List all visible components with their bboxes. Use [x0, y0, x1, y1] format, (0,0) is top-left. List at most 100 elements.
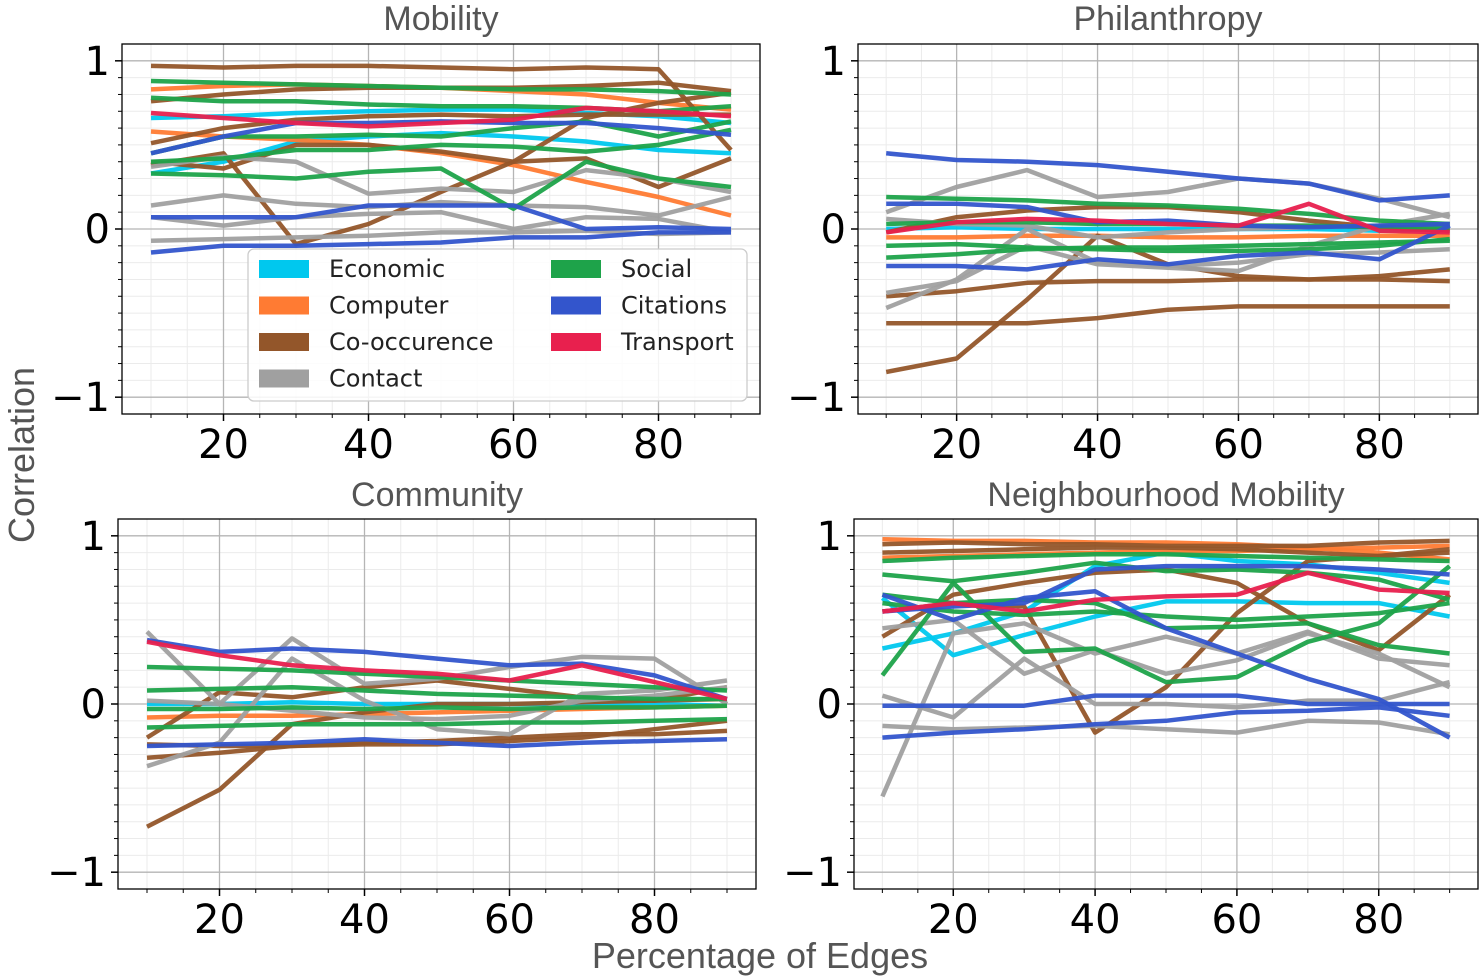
x-axis-label: Percentage of Edges: [592, 935, 928, 976]
series-line-social: [150, 127, 732, 164]
ticks: [115, 60, 732, 421]
legend-swatch-computer: [259, 296, 309, 315]
series-line-citations: [882, 705, 1450, 740]
series-line-transport: [146, 639, 728, 702]
x-tick-label: 40: [1072, 422, 1123, 468]
legend-box: [247, 248, 748, 402]
series-line-social: [147, 703, 728, 712]
x-tick-label: 20: [198, 422, 249, 468]
series-line-contact: [150, 209, 732, 235]
series-line-contact: [880, 621, 1450, 798]
subplot-title: Mobility: [383, 0, 498, 38]
legend-swatch-economic: [259, 260, 309, 278]
series-lines: [885, 151, 1451, 375]
ticks: [111, 535, 728, 896]
series-line-computer: [886, 233, 1450, 240]
series-line-contact: [150, 193, 732, 218]
series-line-co-occurence: [882, 545, 1450, 559]
series-line-citations: [151, 203, 732, 232]
series-lines: [150, 63, 733, 255]
series-line-co-occurence: [150, 112, 731, 146]
legend-label: Citations: [621, 292, 727, 320]
legend-swatch-social: [551, 260, 601, 278]
y-tick-label: −1: [51, 375, 110, 421]
x-tick-label: 60: [484, 897, 535, 943]
y-tick-label: −1: [787, 375, 846, 421]
y-tick-label: 1: [817, 514, 842, 560]
series-line-citations: [886, 223, 1451, 272]
y-tick-label: 0: [81, 682, 106, 728]
legend-swatch-transport: [551, 333, 601, 351]
series-line-transport: [885, 201, 1450, 235]
x-tick-label: 60: [1211, 897, 1262, 943]
series-line-social: [150, 119, 732, 156]
subplot-title: Community: [351, 476, 523, 514]
series-line-transport: [150, 105, 732, 129]
legend-swatch-contact: [259, 369, 309, 388]
series-line-contact: [881, 656, 1451, 720]
y-tick-label: 0: [817, 682, 842, 728]
series-line-social: [146, 716, 728, 730]
x-tick-label: 40: [343, 422, 394, 468]
y-axis-label: Correlation: [1, 367, 42, 543]
x-tick-label: 40: [339, 897, 390, 943]
series-line-citations: [886, 201, 1450, 230]
legend-label: Co-occurence: [329, 328, 494, 356]
series-lines: [145, 630, 729, 829]
series-line-co-occurence: [886, 304, 1450, 326]
series-line-transport: [882, 570, 1450, 614]
series-line-social: [146, 664, 728, 693]
y-tick-label: 0: [821, 207, 846, 253]
ticks: [851, 60, 1451, 421]
x-tick-label: 20: [194, 897, 245, 943]
x-tick-label: 80: [1353, 897, 1404, 943]
series-line-co-occurence: [150, 63, 733, 152]
series-line-contact: [882, 617, 1451, 690]
series-line-citations: [146, 637, 728, 702]
series-lines: [880, 536, 1452, 798]
subplot-title: Philanthropy: [1073, 0, 1262, 38]
legend-swatch-citations: [551, 296, 601, 315]
legend-swatch-co-occurence: [259, 333, 309, 351]
x-tick-label: 60: [488, 422, 539, 468]
series-line-social: [882, 560, 1451, 602]
series-line-citations: [146, 737, 728, 749]
series-line-social: [886, 236, 1451, 254]
series-line-contact: [150, 154, 732, 196]
subplot-4: 20 40 60 80 −1 0 1 Neighbourhood Mobility: [783, 476, 1479, 943]
series-line-citations: [885, 151, 1450, 203]
x-tick-label: 40: [1070, 897, 1121, 943]
ticks: [847, 535, 1451, 896]
series-line-co-occurence: [886, 277, 1450, 299]
y-tick-label: −1: [783, 850, 842, 896]
legend: Economic Social Computer Citations Co-occure…: [247, 248, 748, 402]
y-tick-label: 1: [821, 39, 846, 85]
x-tick-label: 20: [931, 422, 982, 468]
subplot-3: 20 40 60 80 −1 0 1 Community: [47, 476, 757, 943]
series-line-citations: [881, 589, 1451, 740]
subplot-title: Neighbourhood Mobility: [987, 476, 1344, 514]
series-line-social: [150, 78, 732, 97]
panels: 20 40 60 80 −1 0 1 Mobility 20 40 60 80 −1 0 1 Philanth…: [47, 0, 1479, 943]
legend-label: Economic: [329, 255, 445, 283]
legend-label: Transport: [620, 328, 734, 356]
legend-label: Social: [621, 255, 692, 283]
y-tick-label: 0: [85, 207, 110, 253]
y-tick-label: −1: [47, 850, 106, 896]
series-line-social: [886, 194, 1450, 227]
x-tick-label: 20: [928, 897, 979, 943]
x-tick-label: 80: [633, 422, 684, 468]
x-tick-label: 80: [629, 897, 680, 943]
legend-label: Contact: [329, 365, 422, 393]
series-line-economic: [880, 596, 1451, 658]
y-tick-label: 1: [85, 39, 110, 85]
series-line-citations: [882, 693, 1450, 708]
series-line-social: [146, 684, 727, 702]
series-line-social: [150, 159, 732, 212]
y-tick-label: 1: [81, 514, 106, 560]
series-line-citations: [150, 230, 731, 255]
legend-label: Computer: [329, 292, 448, 320]
x-tick-label: 80: [1354, 422, 1405, 468]
series-line-social: [882, 552, 1450, 564]
